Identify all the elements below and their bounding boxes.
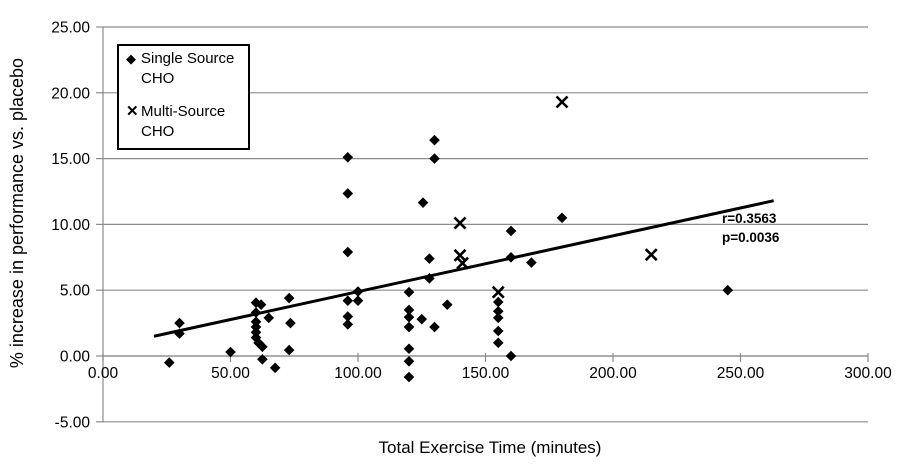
data-point-diamond	[285, 317, 296, 329]
data-point-diamond	[429, 321, 440, 333]
data-point-diamond	[492, 337, 504, 349]
data-point-diamond	[255, 299, 267, 310]
data-point-x	[456, 256, 469, 270]
data-point-x	[644, 248, 658, 262]
data-point-diamond	[342, 151, 354, 163]
data-point-diamond	[505, 350, 517, 362]
data-point-diamond	[492, 296, 504, 308]
data-point-diamond	[424, 273, 435, 284]
data-point-diamond	[250, 297, 262, 309]
data-point-diamond	[250, 307, 262, 318]
data-point-diamond	[352, 295, 364, 307]
data-point-diamond	[342, 319, 354, 330]
data-point-diamond	[403, 355, 415, 367]
correlation-annotation: r=0.3563 p=0.0036	[722, 209, 779, 247]
data-point-diamond	[403, 304, 415, 316]
y-tick-label: 15.00	[51, 151, 90, 168]
data-point-diamond	[416, 313, 428, 325]
data-point-diamond	[342, 246, 354, 258]
data-point-diamond	[283, 292, 295, 304]
data-point-diamond	[342, 311, 354, 322]
data-point-diamond	[174, 317, 185, 329]
data-point-diamond	[263, 312, 275, 324]
data-point-diamond	[342, 295, 354, 307]
data-point-diamond	[505, 252, 517, 263]
x-tick-label: 250.00	[717, 365, 765, 382]
data-point-diamond	[429, 134, 440, 146]
r-value: r=0.3563	[722, 211, 777, 226]
data-point-diamond	[352, 286, 364, 297]
x-tick-label: 0.00	[88, 365, 119, 382]
data-point-x	[453, 248, 467, 262]
y-tick-label: 0.00	[60, 349, 91, 366]
data-point-diamond	[403, 286, 415, 298]
x-tick-label: 100.00	[334, 365, 382, 382]
y-tick-label: 20.00	[51, 85, 90, 102]
x-tick-label: 300.00	[844, 365, 892, 382]
x-marker-icon: ✕	[126, 103, 139, 120]
y-tick-label: 5.00	[60, 283, 91, 300]
data-point-diamond	[174, 328, 185, 339]
data-point-diamond	[403, 321, 415, 333]
data-point-diamond	[492, 312, 504, 324]
x-tick-label: 50.00	[211, 365, 250, 382]
data-point-diamond	[403, 343, 415, 355]
data-point-diamond	[424, 253, 435, 264]
data-point-x	[555, 95, 569, 109]
data-point-diamond	[283, 344, 295, 356]
y-tick-label: 25.00	[51, 20, 90, 37]
data-point-diamond	[492, 325, 504, 337]
data-point-diamond	[403, 371, 415, 383]
data-point-diamond	[253, 337, 264, 349]
data-point-diamond	[342, 188, 354, 199]
data-point-diamond	[722, 284, 734, 296]
diamond-marker-icon: ◆	[126, 51, 136, 66]
x-axis-title: Total Exercise Time (minutes)	[378, 438, 602, 457]
y-axis-title: % increase in performance vs. placebo	[7, 57, 27, 369]
data-point-x	[453, 216, 467, 230]
data-point-diamond	[441, 299, 453, 310]
legend-item-single-source: ◆ Single Source CHO	[126, 49, 248, 89]
data-point-diamond	[492, 305, 504, 317]
p-value: p=0.0036	[722, 230, 780, 245]
x-tick-label: 150.00	[462, 365, 510, 382]
legend-box: ◆ Single Source CHO ✕ Multi-Source CHO	[117, 44, 250, 150]
data-point-diamond	[429, 153, 440, 164]
y-tick-label: -5.00	[55, 414, 91, 431]
legend-label: Single Source CHO	[141, 50, 235, 87]
data-point-diamond	[505, 225, 517, 237]
data-point-diamond	[164, 357, 175, 368]
data-point-diamond	[556, 212, 568, 224]
legend-item-multi-source: ✕ Multi-Source CHO	[126, 102, 248, 142]
data-point-diamond	[257, 341, 268, 353]
data-point-diamond	[403, 311, 415, 323]
y-tick-label: 10.00	[51, 217, 90, 234]
x-tick-label: 200.00	[589, 365, 637, 382]
data-point-diamond	[257, 353, 268, 365]
legend-label: Multi-Source CHO	[141, 103, 226, 140]
data-point-x	[491, 285, 505, 299]
data-point-diamond	[417, 197, 429, 208]
data-point-diamond	[526, 257, 537, 268]
data-point-diamond	[225, 346, 236, 358]
data-point-diamond	[250, 332, 262, 343]
data-point-diamond	[269, 362, 281, 374]
